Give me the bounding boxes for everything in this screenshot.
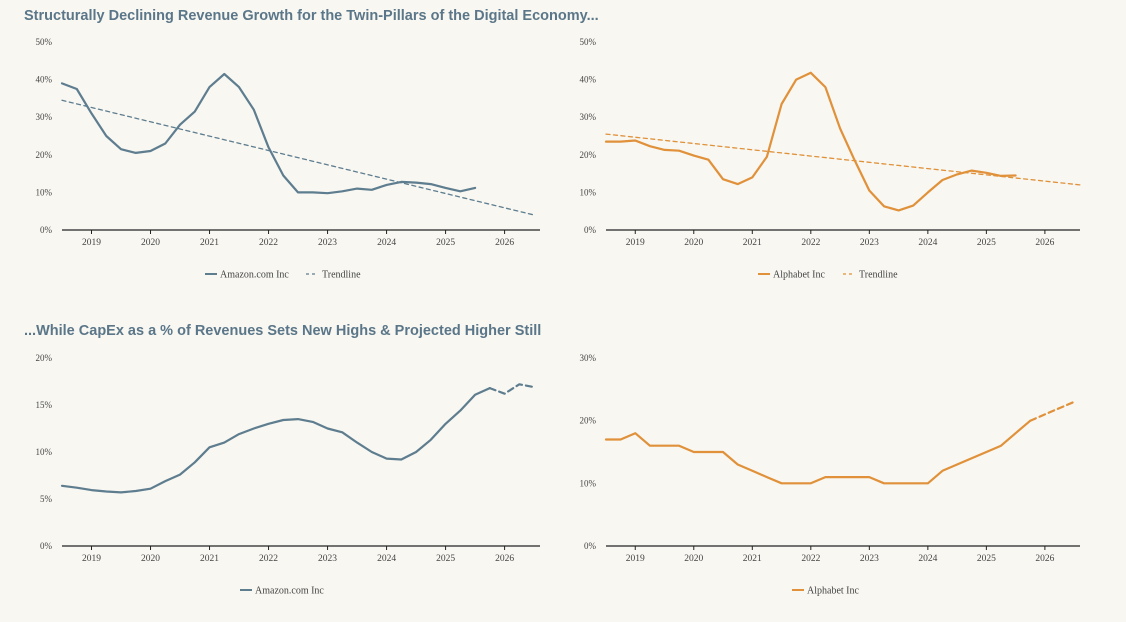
series-line-projected xyxy=(1029,400,1076,422)
y-tick-label: 0% xyxy=(584,225,597,235)
x-tick-label: 2026 xyxy=(495,238,514,248)
amazon-capex-chart: 0%5%10%15%20% 2019 2020 2021 2022 2023 2024 20… xyxy=(36,353,540,597)
series-line-alphabet-inc xyxy=(604,419,1032,485)
x-tick-label: 2019 xyxy=(626,238,645,248)
x-tick-label: 2020 xyxy=(141,554,160,564)
y-tick-label: 30% xyxy=(580,353,597,363)
x-tick-label: 2022 xyxy=(801,238,820,248)
alphabet-capex-chart: 0% 10% 20% 30% 2019 2020 2021 2022 2023 2024 2025… xyxy=(580,353,1080,597)
y-tick-label: 20% xyxy=(36,353,53,363)
headline-capex: ...While CapEx as a % of Revenues Sets N… xyxy=(24,323,542,339)
x-tick-label: 2025 xyxy=(977,554,996,564)
y-axis-ticks: 0% 10% 20% 30% xyxy=(580,353,597,551)
x-tick-label: 2020 xyxy=(684,238,703,248)
legend-label-trendline: Trendline xyxy=(322,270,361,281)
chart-legend: Alphabet Inc Trendline xyxy=(758,270,898,281)
y-tick-label: 5% xyxy=(40,494,53,504)
y-tick-label: 20% xyxy=(580,150,597,160)
y-axis-ticks: 0% 10% 20% 30% 40% 50% xyxy=(580,37,597,235)
series-line-trendline xyxy=(61,99,535,216)
headline-revenue-growth: Structurally Declining Revenue Growth fo… xyxy=(24,8,599,24)
x-tick-label: 2021 xyxy=(200,554,219,564)
series-lines xyxy=(604,71,1081,212)
x-tick-label: 2025 xyxy=(977,238,996,248)
y-tick-label: 0% xyxy=(40,541,53,551)
x-tick-label: 2020 xyxy=(684,554,703,564)
x-tick-label: 2022 xyxy=(259,238,278,248)
y-tick-label: 10% xyxy=(580,187,597,197)
chart-legend: Amazon.com Inc Trendline xyxy=(205,270,361,281)
y-axis-ticks: 0% 5% 10% 15% 20% xyxy=(36,353,53,551)
x-tick-label: 2024 xyxy=(918,554,937,564)
series-line-alphabet-inc xyxy=(604,71,1017,212)
series-line-trendline xyxy=(605,133,1081,186)
alphabet-revenue-growth-chart: 0%10%20%30%40%50% 2019 2020 2021 2022 2023 20… xyxy=(580,37,1081,281)
y-tick-label: 10% xyxy=(36,447,53,457)
legend-label-amazon: Amazon.com Inc xyxy=(255,586,324,597)
legend-label-alphabet: Alphabet Inc xyxy=(807,586,859,597)
x-tick-label: 2021 xyxy=(743,238,762,248)
x-tick-label: 2025 xyxy=(436,238,455,248)
x-tick-label: 2023 xyxy=(860,554,879,564)
x-axis-ticks: 2019 2020 2021 2022 2023 2024 2025 2026 xyxy=(82,230,514,248)
x-tick-label: 2019 xyxy=(82,554,101,564)
y-tick-label: 40% xyxy=(580,75,597,85)
y-tick-label: 10% xyxy=(36,187,53,197)
y-tick-label: 15% xyxy=(36,400,53,410)
series-lines xyxy=(60,383,536,494)
amazon-revenue-growth-chart: 0%10%20%30%40%50% 2019 2020 2021 2022 2023 20… xyxy=(36,37,540,281)
x-axis-ticks: 2019 2020 2021 2022 2023 2024 2025 2026 xyxy=(626,546,1055,564)
x-tick-label: 2020 xyxy=(141,238,160,248)
series-line-amazon-com-inc xyxy=(60,386,491,494)
x-tick-label: 2026 xyxy=(495,554,514,564)
x-tick-label: 2025 xyxy=(436,554,455,564)
y-tick-label: 10% xyxy=(580,478,597,488)
y-tick-label: 20% xyxy=(580,416,597,426)
legend-label-trendline: Trendline xyxy=(859,270,898,281)
y-tick-label: 20% xyxy=(36,150,53,160)
x-tick-label: 2024 xyxy=(377,554,396,564)
y-tick-label: 30% xyxy=(36,112,53,122)
x-tick-label: 2023 xyxy=(860,238,879,248)
x-tick-label: 2024 xyxy=(377,238,396,248)
legend-label-alphabet: Alphabet Inc xyxy=(773,270,825,281)
x-tick-label: 2022 xyxy=(259,554,278,564)
y-tick-label: 0% xyxy=(40,225,53,235)
y-tick-label: 50% xyxy=(36,37,53,47)
x-tick-label: 2022 xyxy=(801,554,820,564)
series-line-amazon-com-inc xyxy=(60,72,477,195)
series-lines xyxy=(60,72,535,216)
chart-legend: Amazon.com Inc xyxy=(240,586,324,597)
x-tick-label: 2023 xyxy=(318,238,337,248)
x-tick-label: 2021 xyxy=(200,238,219,248)
y-tick-label: 40% xyxy=(36,75,53,85)
y-tick-label: 50% xyxy=(580,37,597,47)
legend-label-amazon: Amazon.com Inc xyxy=(220,270,289,281)
x-axis-ticks: 2019 2020 2021 2022 2023 2024 2025 2026 xyxy=(82,546,514,564)
x-tick-label: 2024 xyxy=(918,238,937,248)
series-line-projected xyxy=(488,383,536,395)
y-tick-label: 0% xyxy=(584,541,597,551)
x-axis-ticks: 2019 2020 2021 2022 2023 2024 2025 2026 xyxy=(626,230,1055,248)
chart-legend: Alphabet Inc xyxy=(792,586,859,597)
y-axis-ticks: 0% 10% 20% 30% 40% 50% xyxy=(36,37,53,235)
x-tick-label: 2019 xyxy=(82,238,101,248)
x-tick-label: 2026 xyxy=(1035,554,1054,564)
y-tick-label: 30% xyxy=(580,112,597,122)
series-lines xyxy=(604,400,1076,485)
x-tick-label: 2023 xyxy=(318,554,337,564)
x-tick-label: 2019 xyxy=(626,554,645,564)
x-tick-label: 2026 xyxy=(1035,238,1054,248)
x-tick-label: 2021 xyxy=(743,554,762,564)
